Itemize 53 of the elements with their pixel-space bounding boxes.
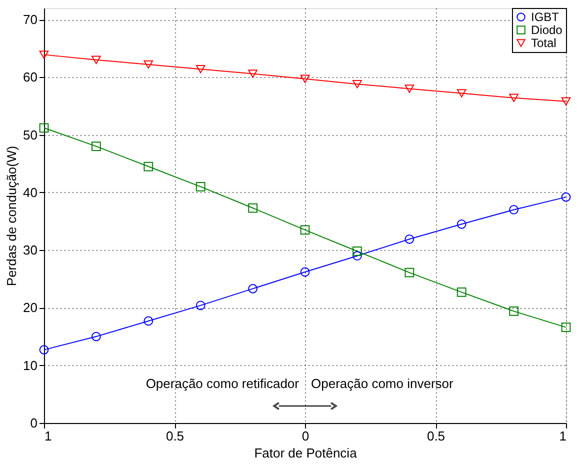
y-tick-label: 10	[23, 358, 38, 373]
point	[456, 89, 466, 98]
point	[352, 251, 362, 261]
x-tick-label: 1	[44, 428, 52, 444]
point	[144, 162, 154, 172]
point	[561, 192, 571, 202]
point	[404, 268, 414, 278]
point	[92, 142, 101, 152]
point	[144, 60, 154, 69]
x-tick-label: 0	[302, 428, 310, 444]
point	[248, 70, 258, 78]
point	[300, 74, 310, 84]
point	[561, 97, 571, 106]
point	[39, 345, 49, 354]
point	[39, 123, 49, 133]
x-axis-title: Fator de Potência	[254, 446, 358, 460]
point	[352, 246, 362, 256]
y-axis-title: Perdas de condução(W)	[4, 146, 20, 286]
point	[196, 64, 206, 74]
point	[404, 234, 414, 244]
point	[248, 284, 258, 294]
x-tick-label: 0.5	[166, 428, 184, 444]
point	[509, 94, 518, 102]
point	[92, 332, 101, 342]
point	[561, 322, 571, 332]
point	[196, 182, 206, 192]
y-tick-label: 30	[23, 242, 38, 258]
point	[456, 287, 466, 297]
x-tick-label: 1	[559, 428, 566, 444]
x-tick-label: 0.5	[426, 428, 446, 444]
y-tick-label: 0	[30, 416, 38, 430]
point	[300, 267, 310, 277]
point	[509, 205, 518, 214]
point	[144, 316, 154, 326]
y-tick-label: 70	[23, 12, 38, 28]
point	[456, 219, 466, 229]
point	[509, 306, 518, 316]
point	[92, 56, 101, 64]
legend-label: Total	[531, 36, 556, 50]
legend-label: Diodo	[531, 23, 563, 37]
y-tick-label: 50	[23, 127, 38, 142]
y-tick-label: 20	[23, 300, 38, 316]
y-tick-label: 40	[23, 184, 38, 200]
point	[352, 80, 362, 88]
annotation: Operação como retificador	[146, 376, 300, 391]
y-tick-label: 60	[23, 70, 38, 85]
point	[196, 300, 206, 310]
point	[300, 225, 310, 235]
legend-label: IGBT	[531, 10, 560, 24]
point	[248, 203, 258, 213]
point	[404, 84, 414, 93]
annotation: Operação como inversor	[311, 376, 454, 391]
point	[39, 50, 49, 59]
